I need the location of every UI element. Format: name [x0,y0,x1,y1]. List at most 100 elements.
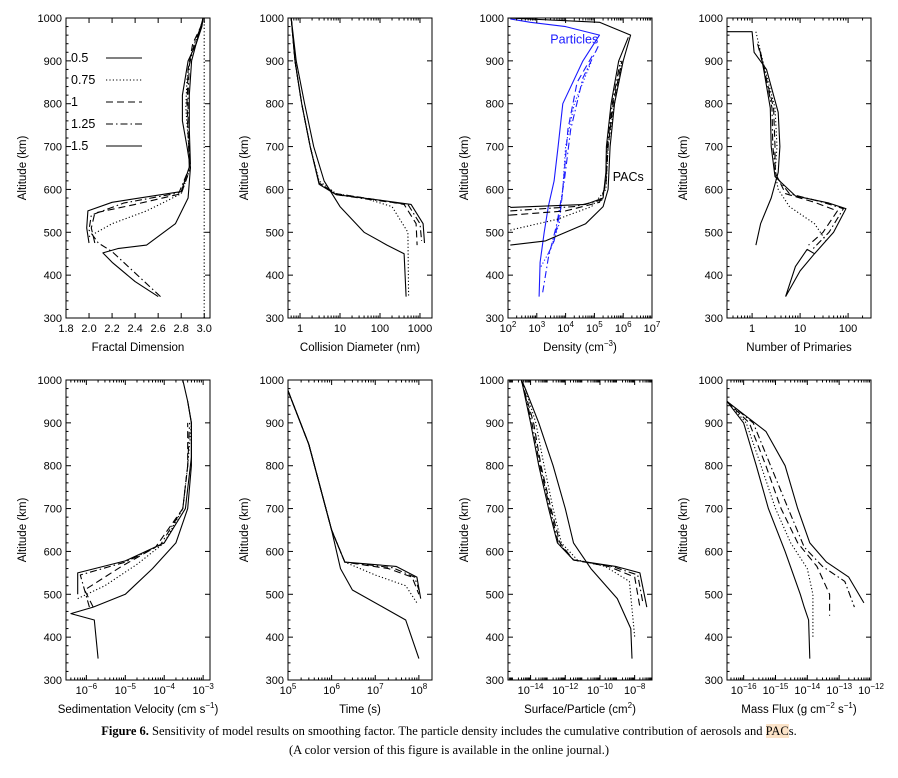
x-tick-exponent: −12 [870,682,884,691]
x-tick-base: 10 [280,685,292,697]
y-tick-label: 1000 [699,375,723,387]
x-tick-base: 10 [500,323,512,335]
x-tick-label: 10−12 [858,682,884,697]
caption-line-1: Figure 6. Sensitivity of model results o… [0,722,898,741]
x-axis-label-text: Surface/Particle (cm [524,704,628,716]
series-line-3 [84,422,189,608]
plot-frame [507,379,653,681]
y-tick-label: 600 [266,184,284,196]
y-tick-label: 700 [44,504,62,516]
x-axis-label-exponent: −3 [604,339,614,348]
plot-frame [507,17,653,319]
x-axis-label: Density (cm−3) [543,339,617,354]
y-tick-label: 800 [44,461,62,473]
series-line-5 [86,17,204,244]
y-tick-label: 900 [705,56,723,68]
x-tick-label: 10−10 [587,682,613,697]
x-tick-base: 10 [192,685,204,697]
series-line-2 [726,401,814,638]
x-tick-base: 10 [367,685,379,697]
series-line-4 [726,400,855,608]
x-tick-exponent: −14 [807,682,821,691]
y-tick-label: 800 [44,99,62,111]
x-axis-label: Time (s) [339,704,381,716]
x-tick-label: 10 [794,323,806,335]
y-tick-label: 800 [486,461,504,473]
x-tick-label: 10−3 [192,682,214,697]
chart-panel-2: 300 400 500 600 700 800 900 1000 1 10 100 1000 Altit… [239,13,433,354]
y-tick-label: 700 [486,504,504,516]
x-axis-label-text: Time (s) [339,704,381,716]
series-line-5 [290,17,426,244]
series-annotation: Particles [550,33,598,47]
y-tick-label: 400 [705,632,723,644]
y-tick-label: 800 [266,461,284,473]
y-tick-label: 300 [486,675,504,687]
x-tick-label: 10−4 [154,682,176,697]
caption-line-2: (A color version of this figure is avail… [288,743,610,757]
series-line-2 [785,248,816,297]
y-tick-label: 900 [486,56,504,68]
x-tick-base: 1 [749,323,755,335]
series-line-2 [520,379,636,638]
x-axis-label: Number of Primaries [746,342,852,354]
x-tick-label: 3.0 [197,323,212,335]
y-tick-label: 400 [705,270,723,282]
y-tick-label: 500 [266,227,284,239]
x-tick-base: 10 [794,685,806,697]
x-axis-label-exponent: −1 [844,701,854,710]
y-tick-label: 400 [44,632,62,644]
y-tick-label: 300 [44,313,62,325]
x-tick-exponent: −4 [166,682,176,691]
series-line-2 [287,390,418,604]
y-tick-label: 300 [705,313,723,325]
y-axis-label: Altitude (km) [239,136,251,201]
x-tick-base: 10 [323,685,335,697]
y-tick-label: 400 [266,632,284,644]
x-tick-label: 10 [334,323,346,335]
x-axis-label: Sedimentation Velocity (cm s−1) [58,701,219,716]
series-line-5 [507,17,632,246]
series-line-3 [547,52,595,254]
y-tick-label: 1000 [38,375,62,387]
figure-caption: Figure 6. Sensitivity of model results o… [0,722,898,760]
y-tick-label: 500 [44,227,62,239]
y-tick-label: 400 [266,270,284,282]
y-tick-label: 1000 [480,13,504,25]
series-line-2 [88,17,204,238]
y-axis-label: Altitude (km) [678,136,690,201]
x-tick-base: 1000 [408,323,432,335]
y-tick-label: 300 [266,313,284,325]
x-tick-base: 10 [858,685,870,697]
x-axis-label-text: s [835,704,844,716]
x-tick-base: 2.4 [127,323,142,335]
x-tick-base: 10 [76,685,88,697]
x-tick-label: 10−15 [763,682,789,697]
x-tick-base: 1.8 [58,323,73,335]
x-tick-label: 10−6 [76,682,98,697]
series-line-1 [510,18,601,297]
x-tick-exponent: 7 [379,682,384,691]
y-tick-label: 300 [486,313,504,325]
series-line-1 [102,17,204,298]
x-tick-label: 107 [367,682,384,697]
x-tick-base: 10 [411,685,423,697]
y-tick-label: 500 [44,589,62,601]
x-tick-label: 100 [371,323,389,335]
y-tick-label: 600 [486,184,504,196]
x-tick-exponent: −6 [88,682,98,691]
x-tick-label: 107 [644,320,661,335]
x-tick-label: 2.6 [151,323,166,335]
x-tick-exponent: −8 [636,682,646,691]
x-axis-label-text: Number of Primaries [746,342,852,354]
y-tick-label: 1000 [480,375,504,387]
x-tick-label: 105 [280,682,297,697]
legend-label: 1.25 [71,117,95,131]
series-line-5 [287,390,422,599]
x-tick-label: 10−5 [115,682,137,697]
series-line-8 [510,60,621,212]
x-tick-base: 10 [115,685,127,697]
x-axis-label-exponent: 2 [628,701,633,710]
series-line-4 [290,17,423,241]
